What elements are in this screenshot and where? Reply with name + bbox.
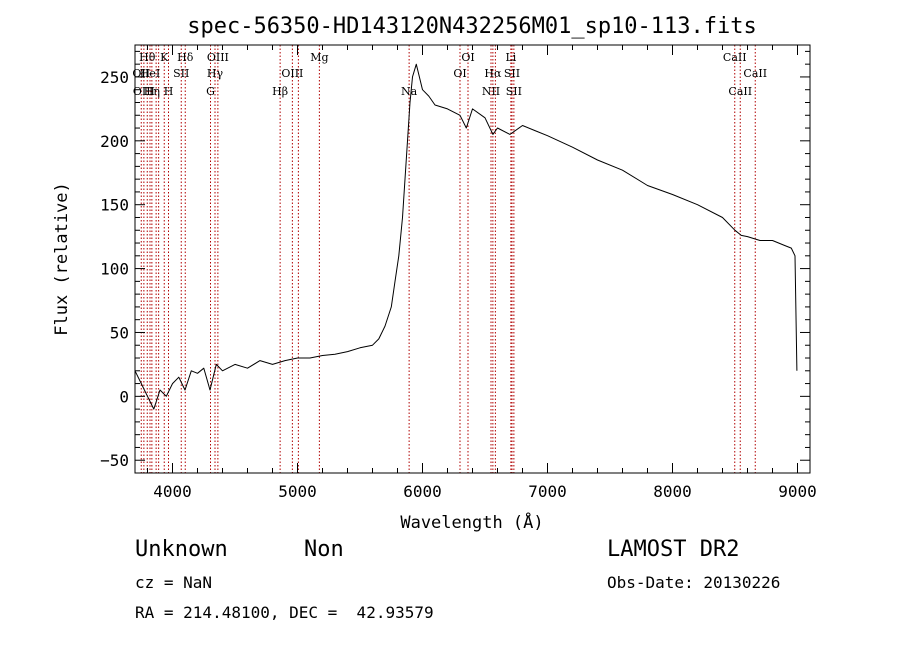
y-tick-label-2: 50 — [110, 323, 129, 342]
x-tick-label-5: 9000 — [778, 482, 817, 501]
class-label: Unknown — [135, 537, 228, 562]
line-label-24: Li — [505, 51, 516, 64]
line-label-29: CaII — [743, 67, 767, 80]
x-axis-label: Wavelength (Å) — [400, 511, 543, 533]
line-label-7: K — [160, 51, 169, 64]
x-axis-ticks: 4000 5000 6000 7000 8000 9000 — [147, 45, 817, 501]
line-label-11: G — [206, 85, 215, 98]
line-label-28: CaII — [728, 85, 752, 98]
subclass-label: Non — [304, 537, 344, 562]
x-tick-label-2: 6000 — [403, 482, 442, 501]
line-label-27: CaII — [723, 51, 747, 64]
line-label-10: Hδ — [177, 51, 194, 64]
y-tick-label-1: 0 — [119, 387, 129, 406]
line-label-25: SII — [504, 67, 520, 80]
line-label-2: Hθ — [139, 51, 156, 64]
line-label-15: OIII — [281, 67, 303, 80]
y-tick-label-3: 100 — [100, 260, 129, 279]
x-tick-label-1: 5000 — [278, 482, 317, 501]
line-label-8: H — [164, 85, 174, 98]
line-label-18: Na — [401, 85, 418, 98]
line-label-26: SII — [506, 85, 522, 98]
y-tick-label-4: 150 — [100, 196, 129, 215]
x-tick-label-4: 8000 — [653, 482, 692, 501]
line-label-12: Hγ — [207, 67, 224, 80]
spectral-line-markers — [140, 45, 756, 473]
line-label-21: NII — [482, 85, 500, 98]
y-tick-label-5: 200 — [100, 132, 129, 151]
line-label-17: Mg — [310, 51, 328, 64]
line-label-22: Hα — [484, 67, 502, 80]
coords-label: RA = 214.48100, DEC = 42.93579 — [135, 603, 434, 622]
line-label-19: OI — [453, 67, 466, 80]
y-tick-label-0: −50 — [100, 451, 129, 470]
spectrum-line-0 — [134, 63, 798, 410]
x-tick-label-3: 7000 — [528, 482, 567, 501]
line-label-14: Hβ — [272, 85, 288, 98]
survey-label: LAMOST DR2 — [607, 537, 740, 562]
y-tick-label-6: 250 — [100, 68, 129, 87]
y-axis-label: Flux (relative) — [52, 182, 72, 336]
x-tick-label-0: 4000 — [153, 482, 192, 501]
spectrum-series — [134, 63, 798, 410]
y-axis-ticks: −50 0 50 100 150 200 250 — [100, 50, 810, 470]
chart-title: spec-56350-HD143120N432256M01_sp10-113.f… — [187, 14, 757, 39]
line-label-13: OIII — [207, 51, 229, 64]
line-label-3: HeI — [140, 67, 160, 80]
cz-label: cz = NaN — [135, 573, 213, 592]
line-label-4: Hη — [144, 85, 160, 98]
spectral-line-labels: OIIOIIIHθHeIHηKHSIIHδGHγOIIIHβOIIIMgNaOI… — [132, 51, 767, 98]
line-label-9: SII — [173, 67, 189, 80]
obs-date-label: Obs-Date: 20130226 — [607, 573, 781, 592]
line-label-1: OIII — [133, 85, 155, 98]
line-label-20: OI — [461, 51, 474, 64]
